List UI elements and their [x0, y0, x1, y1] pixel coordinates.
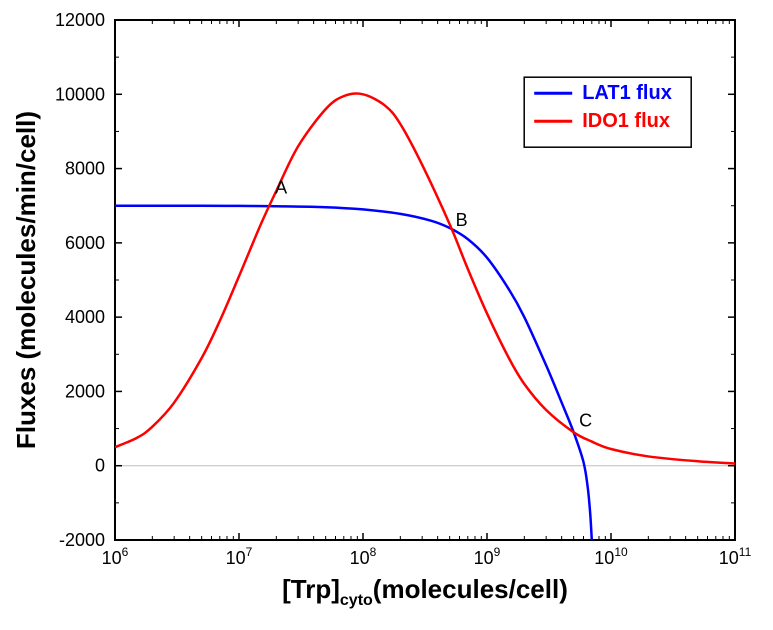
legend-label: LAT1 flux: [582, 82, 672, 104]
y-tick-label: -2000: [59, 530, 105, 550]
x-tick-label: 106: [102, 545, 129, 568]
y-tick-label: 10000: [55, 84, 105, 104]
flux-chart: 106 107 108 109 1010 1011 -2000 0 2000 4000 6000 80…: [0, 0, 773, 630]
y-tick-label: 6000: [65, 233, 105, 253]
y-tick-label: 0: [95, 456, 105, 476]
y-tick-label: 4000: [65, 307, 105, 327]
x-tick-label: 108: [350, 545, 377, 568]
x-tick-label: 109: [474, 545, 501, 568]
y-tick-label: 12000: [55, 10, 105, 30]
point-label-c: C: [579, 410, 592, 430]
point-label-a: A: [275, 178, 287, 198]
y-tick-label: 8000: [65, 159, 105, 179]
point-label-b: B: [456, 210, 468, 230]
chart-svg: 106 107 108 109 1010 1011 -2000 0 2000 4000 6000 80…: [0, 0, 773, 630]
x-tick-label: 1010: [594, 545, 628, 568]
x-tick-label: 107: [226, 545, 253, 568]
y-axis-title: Fluxes (molecules/min/cell): [11, 111, 41, 449]
y-tick-label: 2000: [65, 381, 105, 401]
x-axis-title: [Trp]cyto(molecules/cell): [282, 574, 568, 609]
legend-label: IDO1 flux: [582, 110, 670, 132]
x-tick-label: 1011: [719, 545, 752, 568]
series-ido1-flux: [115, 94, 735, 464]
series-lat1-flux: [115, 206, 592, 540]
